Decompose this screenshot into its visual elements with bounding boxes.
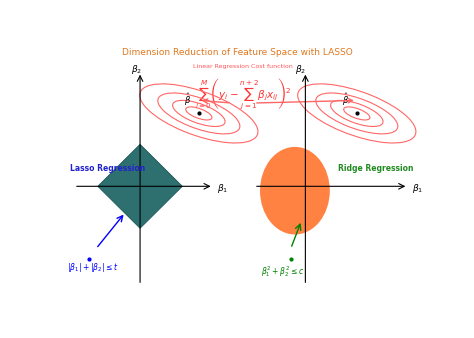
Text: Dimension Reduction of Feature Space with LASSO: Dimension Reduction of Feature Space wit… xyxy=(122,48,353,57)
Text: Ridge Regression: Ridge Regression xyxy=(338,164,414,173)
Text: Linear Regression Cost function: Linear Regression Cost function xyxy=(193,64,293,69)
Text: $\beta_2$: $\beta_2$ xyxy=(131,63,142,76)
Text: $|\beta_1|+|\beta_2|\leq t$: $|\beta_1|+|\beta_2|\leq t$ xyxy=(66,261,118,273)
Polygon shape xyxy=(98,144,182,228)
Text: $\beta_1^2+\beta_2^2\leq c$: $\beta_1^2+\beta_2^2\leq c$ xyxy=(261,264,304,279)
Text: $\hat{\beta}$: $\hat{\beta}$ xyxy=(342,92,349,108)
Text: $\hat{\beta}$: $\hat{\beta}$ xyxy=(184,92,191,108)
Ellipse shape xyxy=(260,147,330,235)
Text: $\beta_2$: $\beta_2$ xyxy=(295,63,306,76)
Text: $\beta_1$: $\beta_1$ xyxy=(217,183,228,195)
Text: $\sum_{i=0}^{M}\left(y_i-\sum_{j=1}^{n+2}\beta_j x_{ij}\right)^2$: $\sum_{i=0}^{M}\left(y_i-\sum_{j=1}^{n+2… xyxy=(195,77,291,112)
Text: $\beta_1$: $\beta_1$ xyxy=(412,183,423,195)
Text: Lasso Regression: Lasso Regression xyxy=(70,164,146,173)
